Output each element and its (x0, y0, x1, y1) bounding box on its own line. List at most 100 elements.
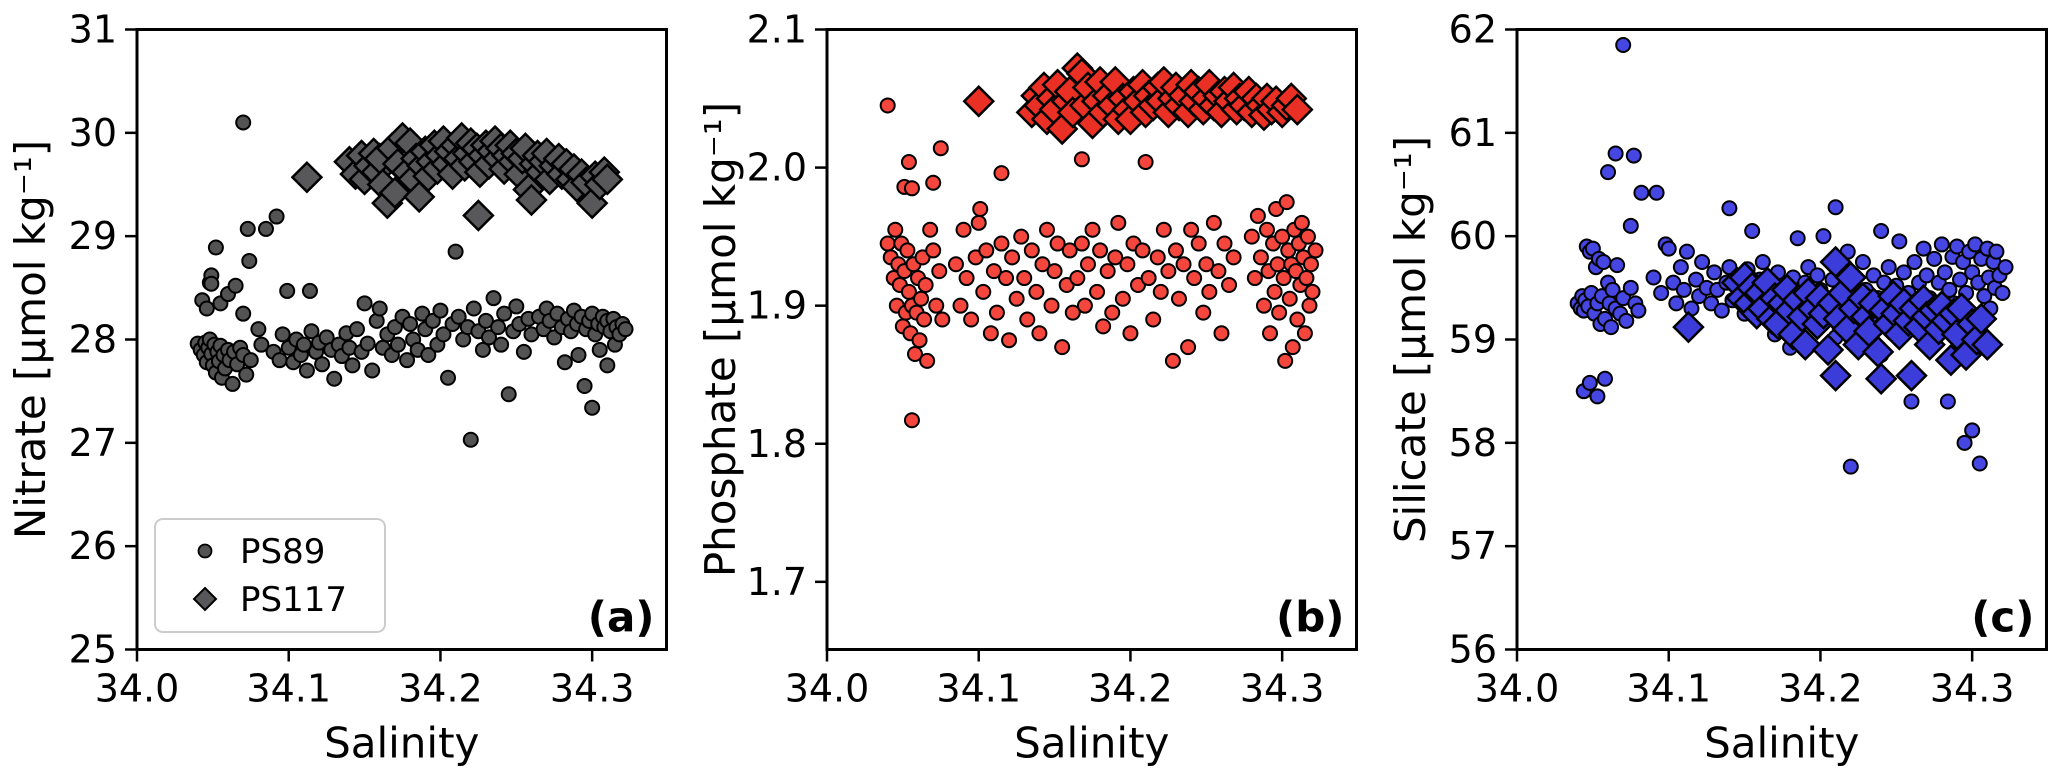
data-point-circle (1061, 242, 1078, 259)
data-point-circle (1618, 312, 1635, 329)
data-point-circle (1246, 270, 1263, 287)
data-point-circle (465, 300, 482, 317)
data-point-circle (1183, 221, 1200, 238)
data-point-circle (1031, 325, 1048, 342)
data-point-circle (1155, 221, 1172, 238)
data-point-circle (344, 357, 361, 374)
data-point-circle (242, 352, 259, 369)
data-point-diamond (515, 183, 548, 217)
data-point-circle (447, 243, 464, 260)
data-point-circle (1210, 263, 1227, 280)
data-point-diamond (1964, 302, 1998, 336)
data-point-circle (879, 235, 896, 252)
data-point-circle (934, 311, 951, 328)
data-point-circle (1170, 290, 1187, 307)
legend-label-ps117: PS117 (240, 580, 347, 620)
x-tick-label: 34.0 (1475, 667, 1560, 711)
data-point-circle (1976, 288, 1993, 305)
y-axis-label: Nitrate [μmol kg⁻¹] (6, 140, 55, 539)
data-point-circle (1694, 254, 1711, 270)
data-point-circle (1225, 249, 1242, 266)
data-point-circle (576, 378, 593, 394)
data-point-circle (1653, 285, 1670, 301)
data-point-circle (1609, 257, 1626, 274)
data-point-circle (1600, 164, 1617, 181)
data-point-circle (435, 326, 452, 343)
data-point-circle (1281, 290, 1298, 307)
data-point-circle (1013, 228, 1030, 245)
y-tick-label: 62 (1449, 8, 1497, 52)
data-point-circle (1284, 339, 1301, 356)
data-point-circle (239, 220, 256, 237)
data-point-circle (298, 362, 315, 379)
data-point-circle (364, 362, 381, 379)
data-point-circle (1089, 283, 1106, 300)
data-point-circle (932, 140, 949, 157)
data-point-circle (238, 366, 255, 383)
data-point-circle (1140, 270, 1157, 287)
data-point-circle (1145, 311, 1162, 328)
data-point-diamond (1789, 328, 1822, 361)
data-point-circle (1880, 259, 1897, 276)
x-tick-label: 34.2 (1088, 667, 1173, 711)
data-point-circle (972, 201, 989, 218)
data-point-circle (1099, 263, 1116, 280)
data-point-circle (1939, 393, 1956, 410)
data-point-diamond (1811, 333, 1845, 367)
data-point-circle (988, 304, 1005, 321)
data-point-circle (1678, 243, 1695, 260)
data-point-circle (1296, 325, 1313, 342)
data-point-circle (1809, 267, 1826, 284)
data-point-circle (985, 263, 1002, 280)
data-point-circle (584, 399, 601, 416)
data-point-circle (1918, 267, 1935, 284)
y-tick-label: 1.9 (747, 284, 807, 328)
legend-label-ps89: PS89 (240, 532, 325, 572)
data-point-circle (978, 242, 995, 259)
data-point-circle (1307, 242, 1324, 259)
data-point-circle (879, 97, 896, 114)
data-point-circle (420, 347, 437, 363)
data-point-circle (1581, 374, 1598, 391)
data-point-circle (1137, 154, 1154, 171)
data-point-circle (274, 326, 291, 343)
data-point-circle (1895, 264, 1912, 281)
data-point-circle (1299, 228, 1316, 245)
data-point-circle (235, 114, 252, 131)
data-point-circle (919, 352, 936, 369)
data-point-circle (1084, 221, 1101, 238)
data-point-circle (1134, 242, 1151, 259)
x-tick-label: 34.0 (785, 667, 870, 711)
data-point-circle (480, 329, 497, 346)
data-point-circle (1164, 352, 1181, 369)
x-tick-label: 34.0 (95, 667, 180, 711)
data-point-circle (1301, 297, 1318, 314)
data-point-circle (963, 311, 980, 328)
data-point-circle (1019, 311, 1036, 328)
data-point-circle (1198, 256, 1215, 273)
data-point-diamond (1864, 362, 1898, 396)
data-point-circle (1630, 302, 1647, 319)
data-point-circle (508, 298, 525, 315)
data-point-circle (1092, 242, 1109, 259)
data-point-circle (440, 369, 457, 386)
data-point-circle (922, 221, 939, 238)
data-point-circle (432, 302, 449, 319)
data-point-circle (1964, 422, 1981, 439)
data-point-circle (1119, 256, 1136, 273)
data-point-circle (1028, 283, 1045, 300)
data-point-circle (356, 295, 373, 312)
data-point-circle (1110, 214, 1127, 231)
data-point-circle (903, 180, 920, 197)
data-point-diamond (402, 180, 436, 214)
data-point-circle (1607, 145, 1624, 162)
data-point-circle (1195, 304, 1212, 321)
data-point-circle (1298, 270, 1315, 287)
data-point-circle (1827, 199, 1844, 216)
data-point-circle (198, 300, 215, 317)
data-point-circle (1865, 267, 1882, 284)
data-point-circle (490, 319, 507, 336)
data-point-circle (1789, 230, 1806, 247)
data-point-circle (253, 336, 270, 353)
